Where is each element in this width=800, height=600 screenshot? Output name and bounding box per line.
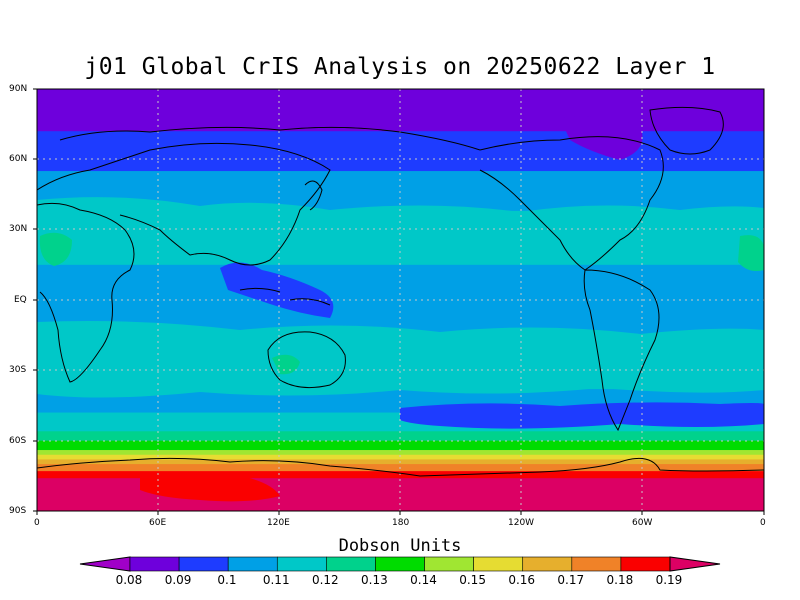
arctic-low-region	[37, 89, 764, 122]
colorbar-label: 0.16	[508, 573, 536, 587]
lat-label-60n: 60N	[9, 154, 28, 164]
zonal-band-10	[37, 450, 764, 456]
canada-low-region	[560, 116, 643, 160]
colorbar-label: 0.17	[557, 573, 585, 587]
colorbar-segment-5	[375, 556, 425, 572]
colorbar-label: 0.12	[311, 573, 339, 587]
lon-label-60w: 60W	[632, 518, 653, 528]
lon-label-0-left: 0	[34, 518, 40, 528]
zonal-band-11	[37, 454, 764, 460]
sahara-high-region	[39, 232, 72, 266]
lat-label-60s: 60S	[9, 436, 27, 446]
colorbar-segment-4	[326, 556, 376, 572]
colorbar-segment-3	[276, 556, 327, 572]
coastline-japan	[304, 180, 323, 211]
colorbar-title: Dobson Units	[338, 536, 462, 556]
lat-label-90n: 90N	[9, 84, 28, 94]
colorbar-label: 0.13	[361, 573, 388, 587]
lon-label-60e: 60E	[149, 518, 167, 528]
coastline-australia	[267, 331, 346, 389]
coastline-south-america	[583, 269, 660, 432]
lon-label-120w: 120W	[508, 518, 535, 528]
colorbar-label: 0.11	[262, 573, 290, 587]
coastline-greenland	[649, 106, 724, 155]
colorbar-segment-9	[571, 556, 622, 572]
indonesia-low-region	[220, 262, 334, 318]
lat-label-30s: 30S	[9, 365, 27, 375]
colorbar-label: 0.08	[115, 573, 143, 587]
colorbar-label: 0.1	[217, 573, 237, 587]
colorbar-label: 0.09	[164, 573, 192, 587]
southern-ocean-low-band	[400, 402, 764, 429]
colorbar-label: 0.18	[606, 573, 634, 587]
colorbar-segment-0	[129, 556, 180, 572]
axis-ticks	[33, 88, 765, 515]
mexico-high-region	[738, 235, 764, 271]
colorbar-label: 0.15	[459, 573, 486, 587]
colorbar-segment-7	[473, 556, 524, 572]
lon-label-120e: 120E	[267, 518, 290, 528]
colorbar-segment-10	[620, 556, 671, 572]
coastline-indonesia	[239, 287, 331, 306]
colorbar-label: 0.19	[655, 573, 683, 587]
colorbar-segment-6	[424, 556, 474, 572]
coastline-europe-asia	[37, 142, 331, 266]
coastline-arctic-russia	[59, 126, 481, 151]
lat-label-30n: 30N	[9, 224, 28, 234]
colorbar-label: 0.14	[410, 573, 437, 587]
lon-label-0-right: 0	[760, 518, 766, 528]
lat-label-eq: EQ	[14, 295, 27, 305]
lat-label-90s: 90S	[9, 506, 27, 516]
colorbar-high-triangle	[669, 556, 721, 572]
colorbar	[79, 556, 721, 572]
coastlines	[37, 106, 764, 477]
coastline-antarctica	[37, 457, 764, 477]
lon-label-180: 180	[392, 518, 410, 528]
colorbar-segment-8	[522, 556, 573, 572]
zonal-band-9	[37, 440, 764, 451]
colorbar-low-triangle	[79, 556, 131, 572]
coastline-north-america	[479, 136, 664, 271]
colorbar-segment-1	[178, 556, 229, 572]
antarctic-high-region	[140, 471, 280, 502]
zonal-band-8	[37, 431, 764, 442]
map-title: j01 Global CrIS Analysis on 20250622 Lay…	[84, 54, 716, 80]
coastline-africa	[37, 202, 135, 383]
colorbar-segment-2	[227, 556, 278, 572]
